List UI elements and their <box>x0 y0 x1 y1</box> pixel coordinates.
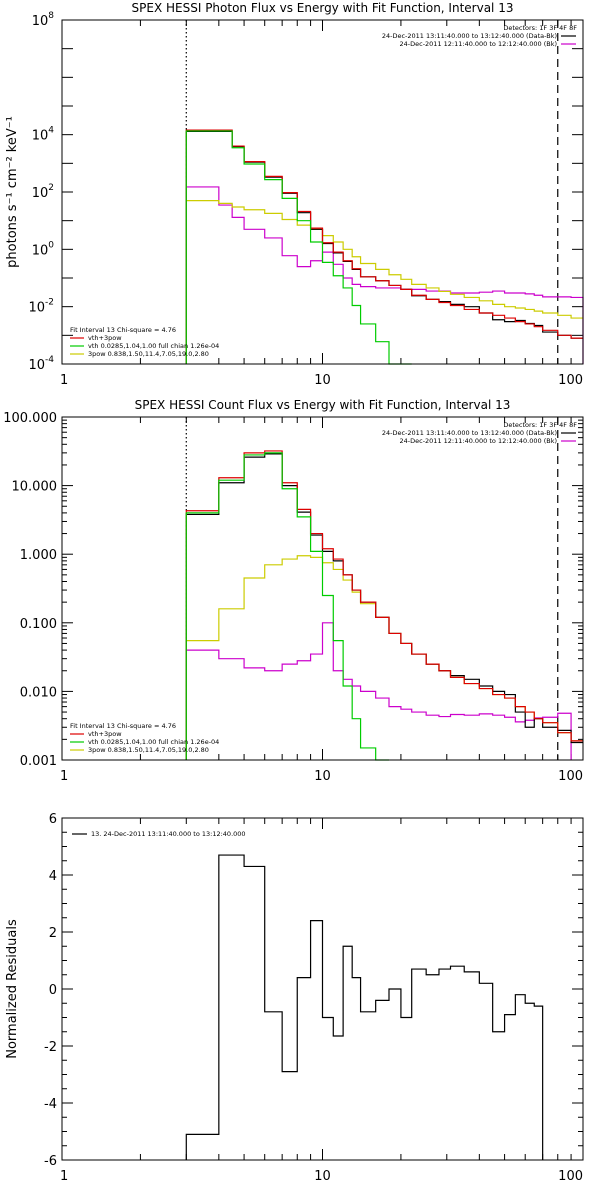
y-tick-label: 2 <box>49 926 57 941</box>
series-line-bk <box>185 622 572 760</box>
legend-entry-label: vth+3pow <box>88 334 122 342</box>
y-tick-label: 10.000 <box>12 480 58 495</box>
y-tick-label: 0.100 <box>20 617 57 632</box>
x-tick-label: 1 <box>60 769 68 784</box>
x-tick-label: 100 <box>558 373 583 388</box>
y-tick-label: 10-4 <box>28 355 54 373</box>
series-line-residuals <box>185 854 544 1160</box>
x-tick-label: 10 <box>314 1169 331 1184</box>
x-tick-label: 10 <box>314 373 331 388</box>
y-tick-label: 4 <box>49 869 57 884</box>
y-tick-label: 0 <box>49 983 57 998</box>
series-line-3pow <box>185 200 583 364</box>
legend-fit-title: Fit Interval 13 Chi-square = 4.76 <box>70 722 176 730</box>
x-tick-label: 10 <box>314 769 331 784</box>
plot-frame <box>61 416 584 761</box>
series-line-vth <box>185 452 389 761</box>
y-tick-label: 6 <box>49 812 57 827</box>
y-tick-label: 0.001 <box>20 754 57 769</box>
x-tick-label: 1 <box>60 373 68 388</box>
chart-title: SPEX HESSI Photon Flux vs Energy with Fi… <box>132 1 514 15</box>
y-tick-label: 108 <box>32 11 55 29</box>
legend-fit-title: Fit Interval 13 Chi-square = 4.76 <box>70 326 176 334</box>
legend-entry-label: vth 0.0285,1.04,1.00 full chian 1.26e-04 <box>88 738 219 746</box>
legend-entry-label: 24-Dec-2011 13:11:40.000 to 13:12:40.000… <box>382 429 557 437</box>
series-line-vth-3pow <box>185 450 583 760</box>
chart-panel-1: SPEX HESSI Photon Flux vs Energy with Fi… <box>5 1 584 388</box>
y-axis-label: Normalized Residuals <box>5 919 20 1059</box>
y-tick-label: 10-2 <box>28 298 54 316</box>
legend-entry-label: vth 0.0285,1.04,1.00 full chian 1.26e-04 <box>88 342 219 350</box>
legend-entry-label: 24-Dec-2011 12:11:40.000 to 12:12:40.000… <box>400 40 558 48</box>
x-tick-label: 100 <box>558 769 583 784</box>
y-tick-label: -2 <box>44 1040 57 1055</box>
y-tick-label: 104 <box>32 126 55 144</box>
legend-entry-label: 3pow 0.838,1.50,11.4,7.05,19.0,2.80 <box>88 350 209 358</box>
chart-panel-2: SPEX HESSI Count Flux vs Energy with Fit… <box>3 398 584 784</box>
x-tick-label: 100 <box>558 1169 583 1184</box>
legend-entry-label: 24-Dec-2011 13:11:40.000 to 13:12:40.000… <box>382 32 557 40</box>
y-tick-label: 100 <box>32 240 55 258</box>
chart-panel-3: Normalized Residuals 1 10 100 -6 -4 -2 0 2 4 6 13. … <box>5 812 584 1184</box>
plot-frame <box>61 817 584 1161</box>
y-tick-label: 102 <box>32 183 54 201</box>
y-tick-label: -4 <box>44 1097 57 1112</box>
plot-frame <box>61 19 584 365</box>
legend-entry-label: vth+3pow <box>88 730 122 738</box>
legend-title: Detectors: 1F 3F 4F 8F <box>503 24 577 32</box>
legend-title: Detectors: 1F 3F 4F 8F <box>503 421 577 429</box>
legend-entry-label: 24-Dec-2011 12:11:40.000 to 12:12:40.000… <box>400 437 558 445</box>
x-tick-label: 1 <box>60 1169 68 1184</box>
y-tick-label: 100.000 <box>3 411 57 426</box>
legend-entry-label: 3pow 0.838,1.50,11.4,7.05,19.0,2.80 <box>88 746 209 754</box>
y-axis-label: photons s⁻¹ cm⁻² keV⁻¹ <box>5 116 20 268</box>
series-line-vth-3pow <box>185 129 583 364</box>
series-line-bk <box>185 186 584 364</box>
legend-entry-label: 13. 24-Dec-2011 13:11:40.000 to 13:12:40… <box>91 830 246 838</box>
y-tick-label: -6 <box>44 1154 57 1169</box>
chart-title: SPEX HESSI Count Flux vs Energy with Fit… <box>135 398 511 412</box>
y-tick-label: 0.010 <box>20 685 57 700</box>
y-tick-label: 1.000 <box>20 548 57 563</box>
series-line-vth <box>185 130 412 365</box>
